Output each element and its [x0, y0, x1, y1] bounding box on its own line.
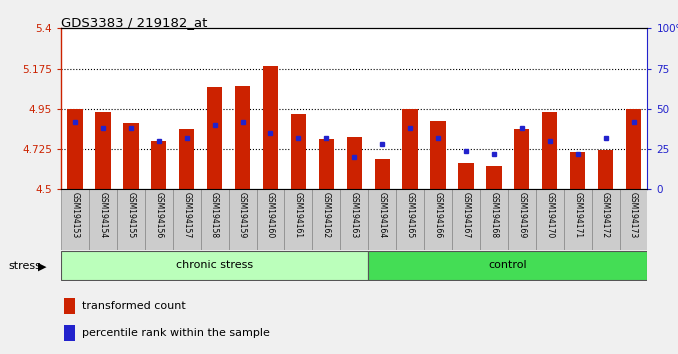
Bar — [228, 189, 256, 250]
Bar — [452, 189, 480, 250]
Text: GDS3383 / 219182_at: GDS3383 / 219182_at — [61, 16, 207, 29]
Bar — [89, 189, 117, 250]
Bar — [508, 189, 536, 250]
Bar — [67, 109, 83, 189]
Bar — [285, 189, 313, 250]
Text: GSM194173: GSM194173 — [629, 193, 638, 239]
Bar — [598, 150, 614, 189]
Bar — [542, 113, 557, 189]
Bar — [235, 86, 250, 189]
Text: transformed count: transformed count — [81, 301, 185, 311]
Bar — [117, 189, 145, 250]
Bar — [486, 166, 502, 189]
Bar — [201, 189, 228, 250]
Bar — [313, 189, 340, 250]
Text: GSM194155: GSM194155 — [126, 193, 136, 239]
Bar — [536, 189, 563, 250]
Text: GSM194163: GSM194163 — [350, 193, 359, 239]
Text: GSM194162: GSM194162 — [322, 193, 331, 239]
Bar — [396, 189, 424, 250]
Bar — [346, 137, 362, 189]
Text: GSM194167: GSM194167 — [462, 193, 471, 239]
Bar — [480, 189, 508, 250]
Bar — [620, 189, 647, 250]
Text: chronic stress: chronic stress — [176, 261, 253, 270]
Bar — [368, 189, 396, 250]
Text: stress: stress — [8, 261, 41, 271]
Bar — [179, 129, 195, 189]
Bar — [64, 297, 75, 314]
Text: GSM194160: GSM194160 — [266, 193, 275, 239]
Text: GSM194161: GSM194161 — [294, 193, 303, 239]
Bar — [592, 189, 620, 250]
Text: GSM194170: GSM194170 — [545, 193, 554, 239]
Bar — [340, 189, 368, 250]
Text: GSM194158: GSM194158 — [210, 193, 219, 239]
Text: GSM194157: GSM194157 — [182, 193, 191, 239]
Bar — [263, 66, 278, 189]
Bar — [95, 113, 111, 189]
Text: GSM194171: GSM194171 — [573, 193, 582, 239]
Text: GSM194159: GSM194159 — [238, 193, 247, 239]
Text: percentile rank within the sample: percentile rank within the sample — [81, 328, 269, 338]
Text: GSM194165: GSM194165 — [405, 193, 415, 239]
Bar — [458, 162, 474, 189]
Text: GSM194164: GSM194164 — [378, 193, 386, 239]
Bar — [424, 189, 452, 250]
Bar — [563, 189, 592, 250]
Bar — [431, 121, 445, 189]
Bar — [173, 189, 201, 250]
Text: ▶: ▶ — [37, 261, 46, 271]
Bar — [61, 189, 89, 250]
Bar — [151, 141, 166, 189]
Bar — [374, 159, 390, 189]
Text: GSM194166: GSM194166 — [433, 193, 443, 239]
Bar — [256, 189, 285, 250]
Text: GSM194168: GSM194168 — [490, 193, 498, 239]
Bar — [570, 152, 585, 189]
Bar — [626, 109, 641, 189]
Bar — [403, 109, 418, 189]
Bar — [61, 251, 368, 280]
Text: control: control — [489, 261, 527, 270]
Bar — [291, 114, 306, 189]
Bar — [514, 129, 530, 189]
Bar — [319, 139, 334, 189]
Bar — [64, 325, 75, 341]
Text: GSM194153: GSM194153 — [71, 193, 79, 239]
Bar — [145, 189, 173, 250]
Bar — [207, 87, 222, 189]
Text: GSM194154: GSM194154 — [98, 193, 107, 239]
Text: GSM194169: GSM194169 — [517, 193, 526, 239]
Text: GSM194156: GSM194156 — [155, 193, 163, 239]
Bar — [123, 123, 138, 189]
Text: GSM194172: GSM194172 — [601, 193, 610, 239]
Bar — [368, 251, 647, 280]
